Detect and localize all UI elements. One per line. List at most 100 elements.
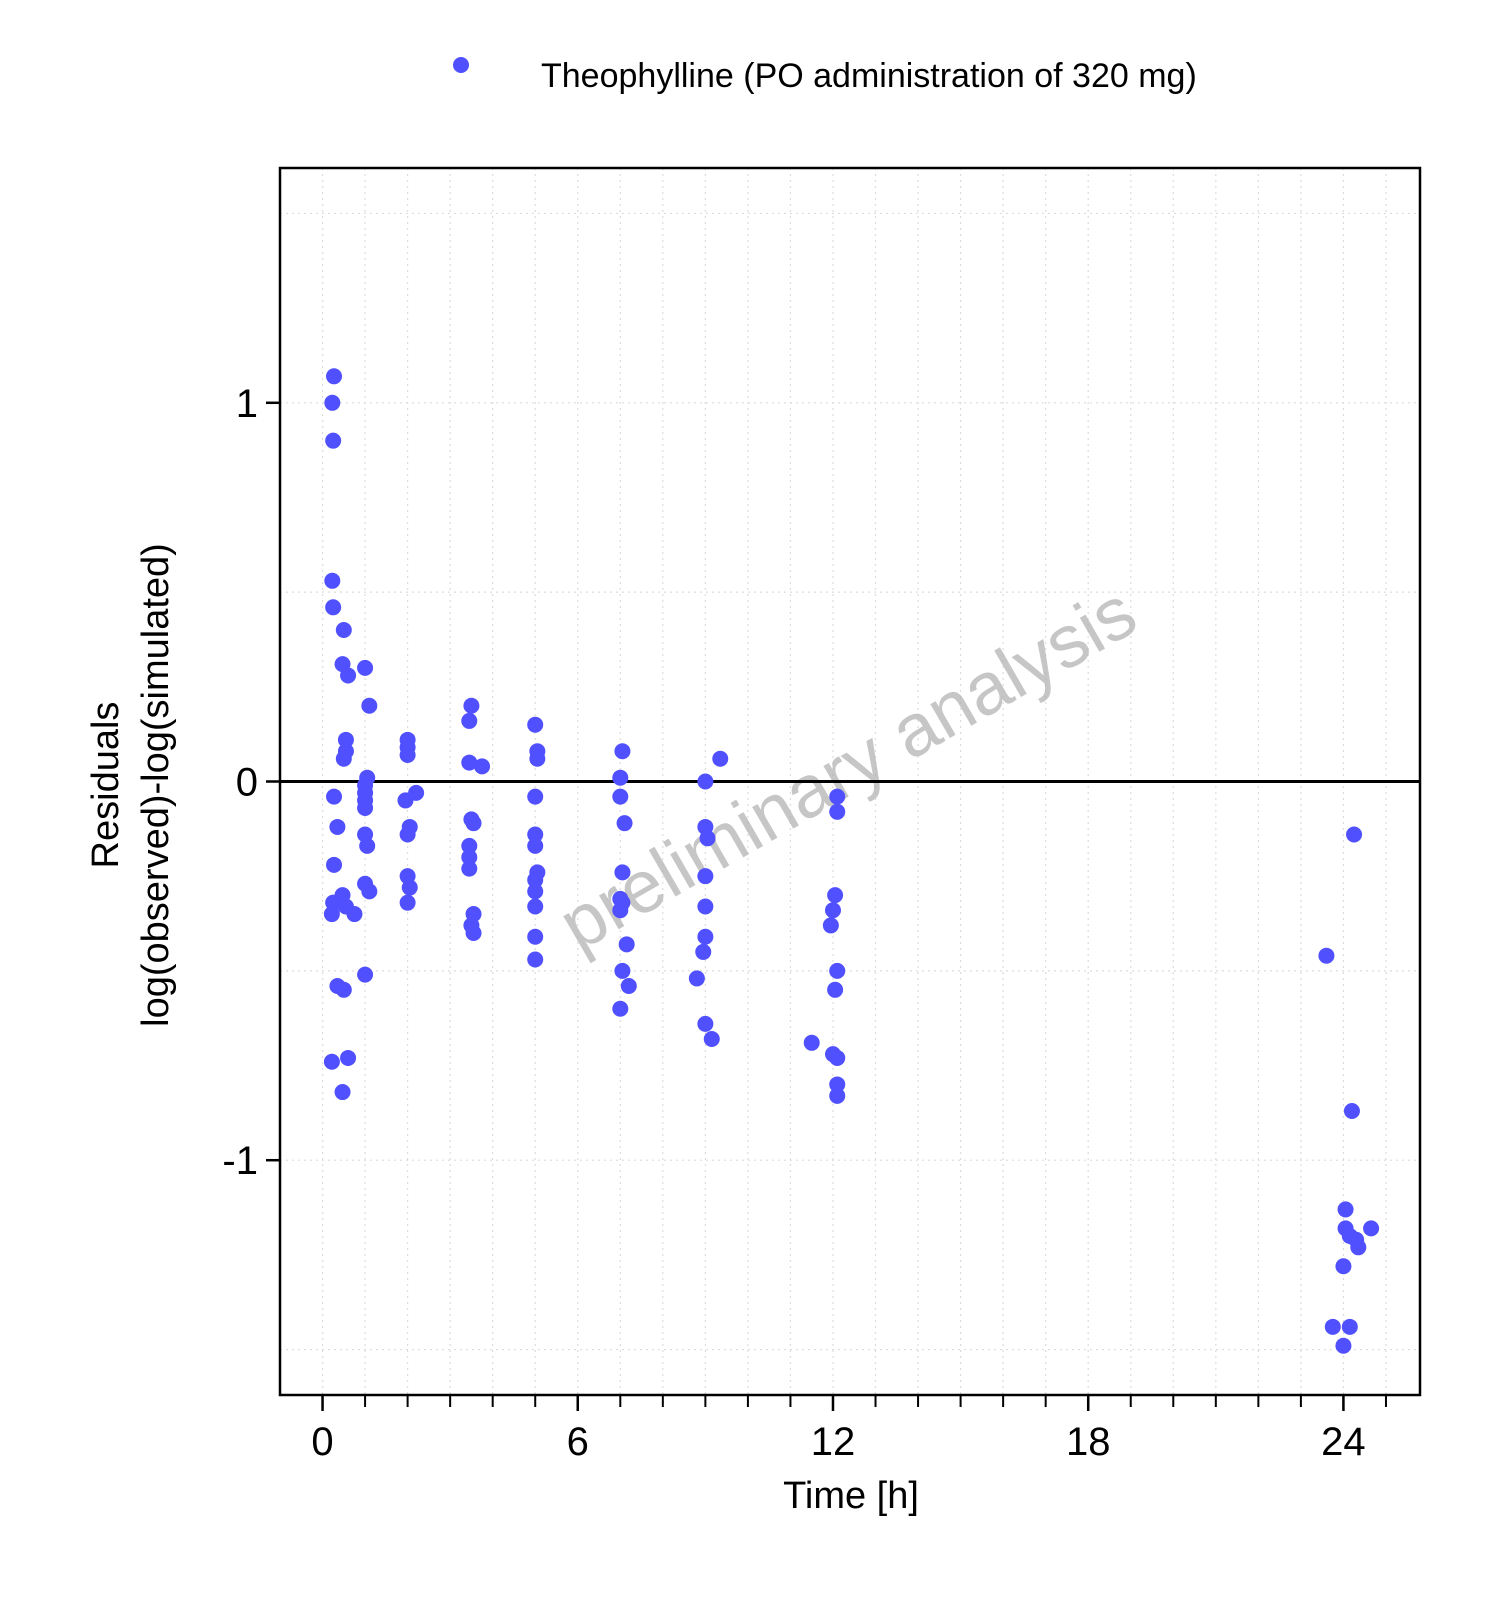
data-point [463, 697, 480, 714]
data-point [688, 970, 705, 987]
data-point [335, 750, 352, 767]
data-point [612, 788, 629, 805]
data-point [695, 943, 712, 960]
data-point [527, 826, 544, 843]
data-point [827, 887, 844, 904]
data-point [1343, 1102, 1360, 1119]
x-tick-label: 12 [811, 1420, 856, 1464]
data-point [527, 871, 544, 888]
data-point [1341, 1318, 1358, 1335]
data-point [827, 981, 844, 998]
data-point [326, 368, 343, 385]
data-point [334, 1084, 351, 1101]
data-point [822, 917, 839, 934]
data-point [697, 928, 714, 945]
data-point [1350, 1239, 1367, 1256]
data-point [527, 883, 544, 900]
watermark-text: preliminary analysis [545, 570, 1149, 967]
data-point [357, 800, 374, 817]
data-point [614, 962, 631, 979]
data-point [361, 883, 378, 900]
data-point [614, 743, 631, 760]
y-axis: -1 0 1 [222, 382, 280, 1183]
data-point [527, 951, 544, 968]
data-point [340, 1049, 357, 1066]
data-point [527, 898, 544, 915]
x-axis: 0 6 12 18 24 [311, 1395, 1387, 1464]
data-point [401, 879, 418, 896]
y-tick-label: 0 [236, 761, 258, 805]
data-point [329, 818, 346, 835]
y-tick-label: 1 [236, 382, 258, 426]
data-point [829, 1049, 846, 1066]
data-point [340, 667, 357, 684]
data-point [357, 659, 374, 676]
x-tick-label: 18 [1066, 1420, 1111, 1464]
data-point [408, 784, 425, 801]
data-point [803, 1034, 820, 1051]
data-point [612, 902, 629, 919]
data-point [612, 769, 629, 786]
data-point [1318, 947, 1335, 964]
data-point [527, 788, 544, 805]
data-point [829, 788, 846, 805]
data-point [1337, 1201, 1354, 1218]
x-tick-label: 24 [1321, 1420, 1366, 1464]
data-point [346, 906, 363, 923]
data-point [529, 750, 546, 767]
data-point [697, 868, 714, 885]
data-point [829, 1076, 846, 1093]
x-tick-label: 0 [311, 1420, 333, 1464]
data-point [324, 572, 341, 589]
data-point [359, 837, 376, 854]
data-point [697, 773, 714, 790]
data-point [699, 830, 716, 847]
y-axis-title-line-1: Residuals [85, 702, 127, 869]
data-point [1363, 1220, 1380, 1237]
data-point [325, 432, 342, 449]
data-point [527, 837, 544, 854]
data-point [326, 856, 343, 873]
data-point [465, 815, 482, 832]
data-point [618, 936, 635, 953]
x-tick-label: 6 [567, 1420, 589, 1464]
data-point [824, 902, 841, 919]
data-point [323, 1053, 340, 1070]
data-point [697, 898, 714, 915]
data-point [357, 966, 374, 983]
y-tick-label: -1 [222, 1139, 258, 1183]
data-point [614, 864, 631, 881]
data-point [325, 599, 342, 616]
data-point [361, 697, 378, 714]
data-point [829, 962, 846, 979]
legend-label: Theophylline (PO administration of 320 m… [541, 57, 1197, 95]
data-point [527, 928, 544, 945]
data-point [461, 754, 478, 771]
data-point [620, 978, 637, 994]
data-point [527, 716, 544, 733]
data-point [829, 1087, 846, 1104]
data-point [461, 837, 478, 854]
x-axis-title: Time [h] [783, 1475, 919, 1517]
data-point [461, 849, 478, 866]
data-point [1335, 1258, 1352, 1275]
data-point [829, 803, 846, 820]
data-point [703, 1031, 720, 1048]
data-point [612, 1000, 629, 1017]
data-point [474, 758, 491, 775]
data-point [1324, 1318, 1341, 1335]
data-point [324, 394, 341, 411]
y-axis-title-line-2: log(observed)-log(simulated) [135, 543, 177, 1027]
data-point [616, 815, 633, 832]
data-point [337, 731, 354, 748]
data-point [335, 981, 352, 998]
data-points [323, 368, 1380, 1354]
data-point [461, 860, 478, 877]
data-point [335, 622, 352, 639]
data-point [697, 1015, 714, 1032]
data-point [399, 894, 416, 911]
data-point [326, 788, 343, 805]
data-point [323, 906, 340, 923]
data-point [465, 924, 482, 941]
